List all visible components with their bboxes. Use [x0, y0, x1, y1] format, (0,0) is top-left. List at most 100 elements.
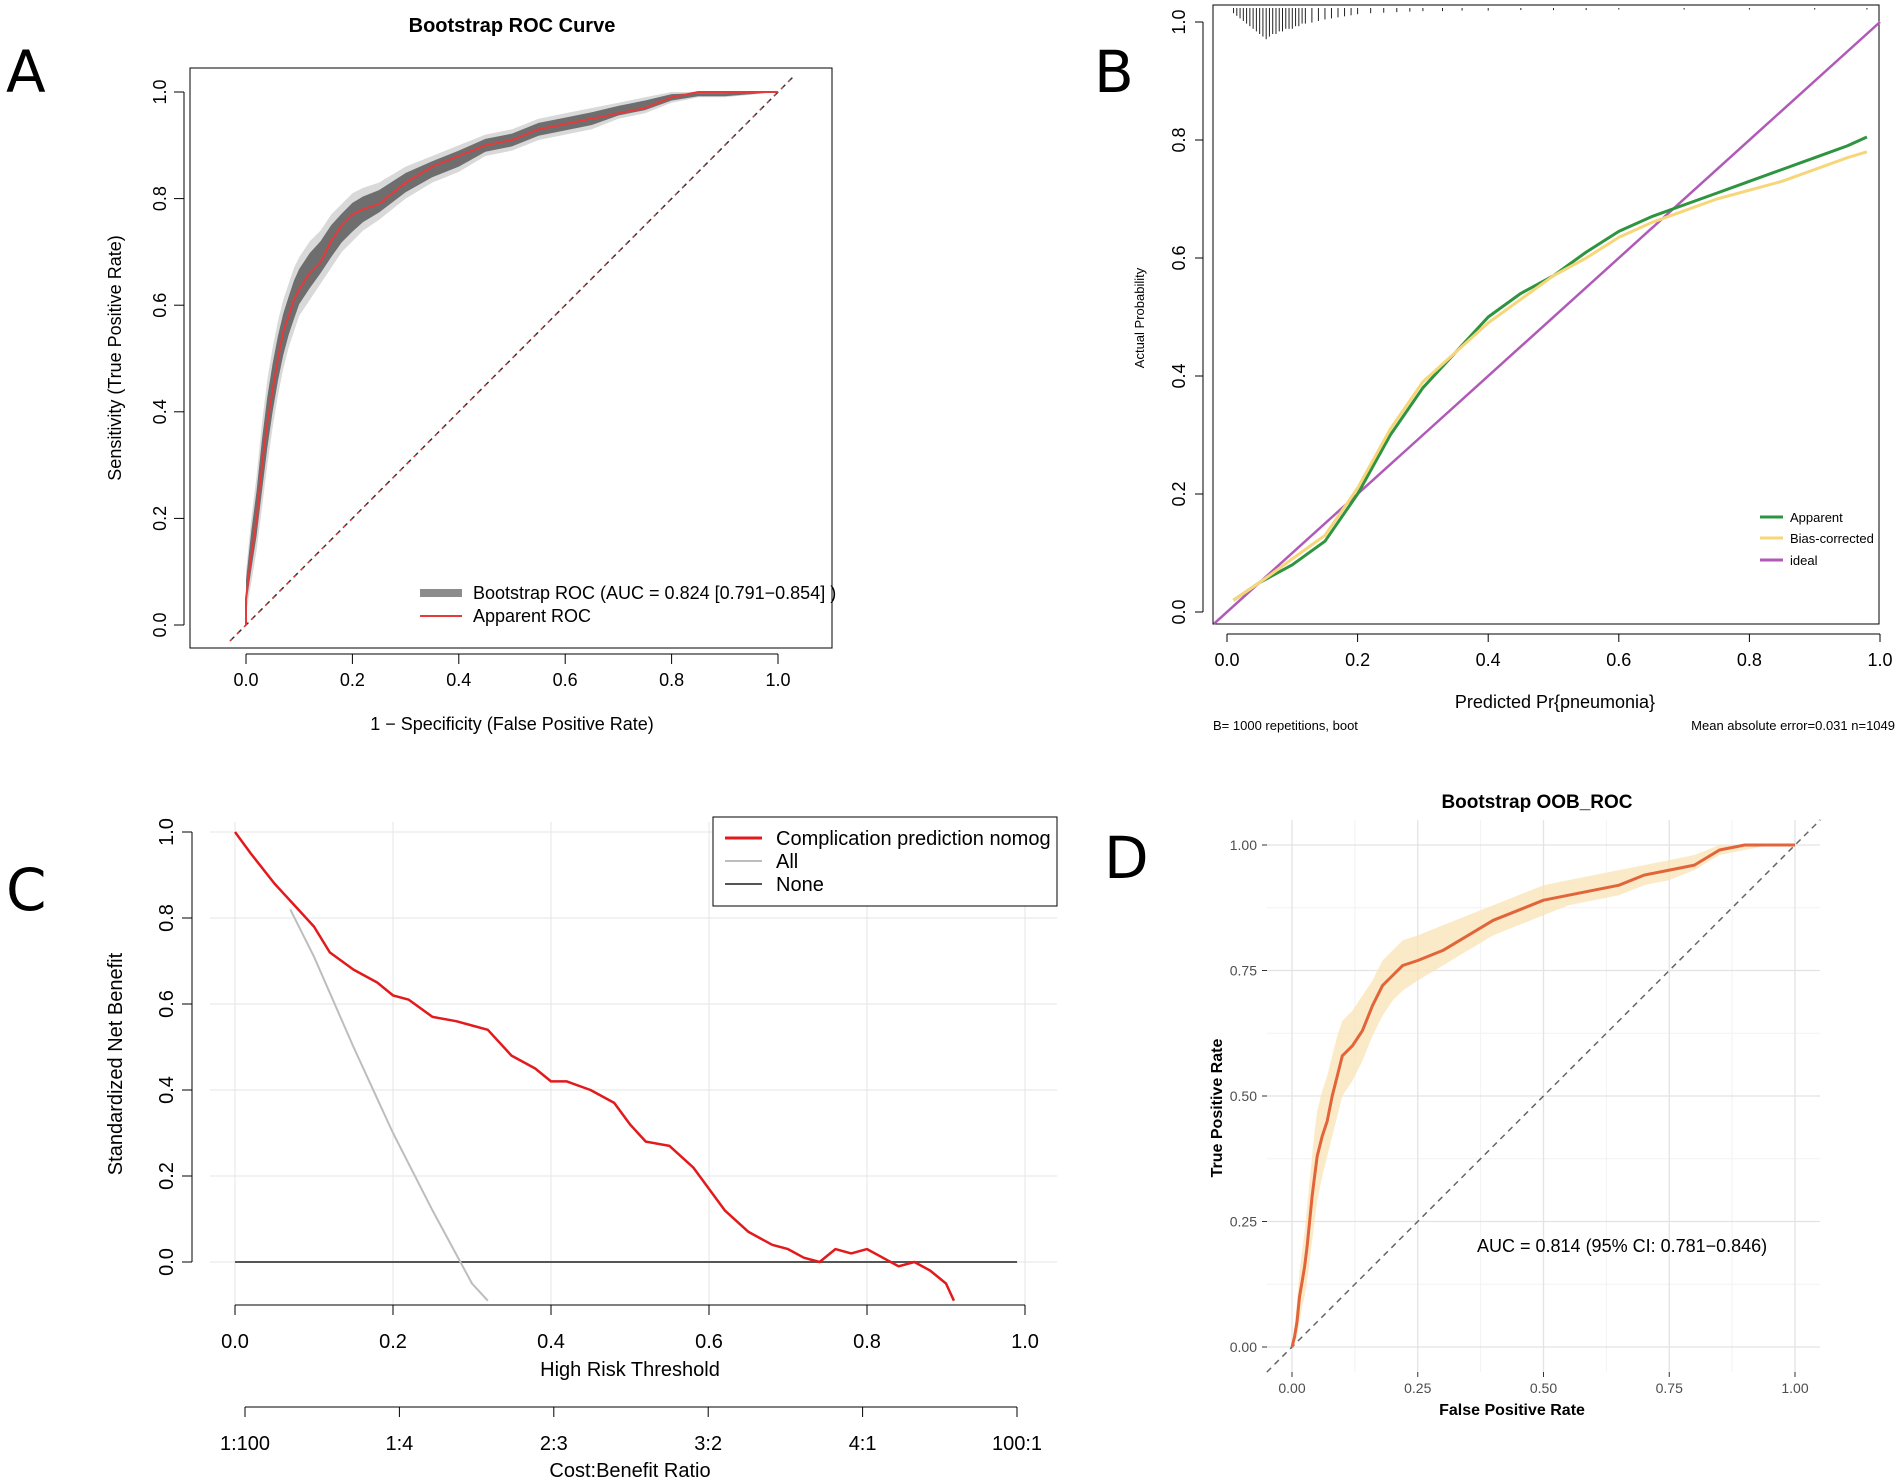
panel-d-y-tick-label: 1.00	[1230, 837, 1257, 853]
panel-d-x-tick-label: 0.50	[1530, 1380, 1557, 1396]
panel-b-x-tick-label: 0.4	[1476, 650, 1501, 670]
panel-b-x-tick-label: 0.0	[1214, 650, 1239, 670]
panel-a-x-label: 1 − Specificity (False Positive Rate)	[370, 714, 654, 734]
panel-a-x-tick-label: 0.8	[659, 670, 684, 690]
panel-d-y-tick-label: 0.25	[1230, 1214, 1257, 1230]
panel-b-y-tick-label: 0.0	[1169, 599, 1189, 624]
panel-c-y-tick-label: 0.0	[156, 1248, 178, 1276]
panel-c-x-tick-label: 0.6	[695, 1331, 723, 1353]
panel-c-legend-box	[712, 816, 1058, 907]
panel-a-plot-box	[189, 67, 833, 649]
panel-c-cost-benefit-tick-label: 4:1	[849, 1433, 877, 1455]
panel-b-lines-group	[1213, 21, 1881, 625]
panel-d-ci-band-group	[1292, 845, 1795, 1347]
panel-c-legend-nomogram: Complication prediction nomog	[776, 828, 1051, 850]
panel-a-x-tick-label: 0.0	[233, 670, 258, 690]
panel-d-oob-roc-line	[1290, 843, 1795, 1348]
panel-c-y-tick-label: 0.2	[156, 1162, 178, 1190]
panel-c-y-tick-label: 0.4	[156, 1076, 178, 1104]
panel-c-x-axis: 0.0 0.2 0.4 0.6 0.8 1.0	[221, 1304, 1039, 1353]
panel-a-legend-bootstrap: Bootstrap ROC (AUC = 0.824 [0.791−0.854]…	[473, 583, 836, 603]
panel-d-ci-band	[1292, 845, 1795, 1347]
panel-c-y-tick-label: 0.8	[156, 904, 178, 932]
panel-a-y-axis: 0.0 0.2 0.4 0.6 0.8 1.0	[150, 79, 185, 638]
panel-b-y-axis: 0.0 0.2 0.4 0.6 0.8 1.0	[1169, 9, 1204, 625]
panel-a-y-tick-label: 0.4	[150, 399, 170, 424]
panel-a-y-tick-label: 0.8	[150, 186, 170, 211]
panel-b-x-axis: 0.0 0.2 0.4 0.6 0.8 1.0	[1214, 633, 1893, 670]
panel-b-x-tick-label: 0.2	[1345, 650, 1370, 670]
panel-c-x-label: High Risk Threshold	[540, 1359, 720, 1381]
panel-d-y-tick-label: 0.75	[1230, 963, 1257, 979]
panel-c-all-line	[289, 908, 489, 1302]
panel-a-x-axis: 0.0 0.2 0.4 0.6 0.8 1.0	[233, 653, 791, 690]
panel-c-legend-all: All	[776, 851, 798, 873]
panel-d-x-label: False Positive Rate	[1439, 1402, 1585, 1419]
panel-b-x-tick-label: 0.6	[1606, 650, 1631, 670]
panel-c-cost-benefit-label: Cost:Benefit Ratio	[549, 1460, 710, 1482]
panel-b-legend-ideal: ideal	[1790, 553, 1818, 568]
panel-b-footnote-left: B= 1000 repetitions, boot	[1213, 718, 1358, 733]
panel-d-x-tick-label: 1.00	[1781, 1380, 1808, 1396]
panel-letter-a: A	[6, 38, 46, 106]
panel-a-y-tick-label: 0.2	[150, 506, 170, 531]
panel-b-y-tick-label: 0.6	[1169, 245, 1189, 270]
panel-c-cost-benefit-axis: 1:100 1:4 2:3 3:2 4:1 100:1	[220, 1406, 1042, 1455]
panel-b-plot-box	[1212, 4, 1880, 625]
panel-b-calibration: 0.0 0.2 0.4 0.6 0.8 1.0 0.0 0.2 0.4 0.6 0.8 1.0 Pr…	[1132, 4, 1895, 733]
panel-c-lines-group	[233, 831, 1018, 1302]
panel-c-nomogram-line	[233, 831, 956, 1302]
panel-d-title: Bootstrap OOB_ROC	[1441, 792, 1632, 813]
panel-a-x-tick-label: 0.4	[446, 670, 471, 690]
panel-b-y-label: Actual Probability	[1132, 267, 1147, 368]
panel-c-y-label: Standardized Net Benefit	[105, 952, 127, 1175]
panel-b-legend-apparent: Apparent	[1790, 510, 1843, 525]
panel-c-legend-none: None	[776, 874, 824, 896]
panel-b-bias-corrected-line	[1232, 150, 1868, 602]
panel-a-x-tick-label: 1.0	[765, 670, 790, 690]
panel-b-footnote-right: Mean absolute error=0.031 n=1049	[1691, 718, 1895, 733]
panel-b-y-tick-label: 1.0	[1169, 9, 1189, 34]
panel-letter-c: C	[6, 856, 47, 924]
panel-c-cost-benefit-tick-label: 3:2	[694, 1433, 722, 1455]
panel-b-x-label: Predicted Pr{pneumonia}	[1455, 692, 1655, 712]
panel-c-cost-benefit-tick-label: 2:3	[540, 1433, 568, 1455]
panel-d-lines-group	[1266, 819, 1821, 1373]
panel-b-y-tick-label: 0.2	[1169, 481, 1189, 506]
panel-c-x-tick-label: 0.4	[537, 1331, 565, 1353]
panel-c-y-tick-label: 1.0	[156, 818, 178, 846]
panel-letter-d: D	[1104, 824, 1149, 892]
panel-c-decision-curve: 0.0 0.2 0.4 0.6 0.8 1.0 0.0 0.2 0.4 0.6 0.8 1.0 1:…	[105, 816, 1058, 1482]
panel-a-bootstrap-roc: Bootstrap ROC Curve 0.0 0.2 0.4 0.6 0.8 1.0 0…	[105, 15, 836, 734]
panel-d-x-tick-label: 0.00	[1278, 1380, 1305, 1396]
panel-c-cost-benefit-tick-label: 100:1	[992, 1433, 1042, 1455]
panel-d-y-tick-label: 0.50	[1230, 1088, 1257, 1104]
panel-a-y-label: Sensitivity (True Positive Rate)	[105, 235, 125, 480]
panel-d-y-axis: 0.00 0.25 0.50 0.75 1.00	[1230, 837, 1267, 1355]
panel-a-y-tick-label: 0.6	[150, 293, 170, 318]
panel-d-y-label: True Positive Rate	[1209, 1039, 1226, 1178]
panel-b-y-tick-label: 0.8	[1169, 127, 1189, 152]
panel-c-x-tick-label: 0.2	[379, 1331, 407, 1353]
panel-a-x-tick-label: 0.6	[553, 670, 578, 690]
panel-a-reference-line	[229, 75, 795, 642]
panel-c-y-axis: 0.0 0.2 0.4 0.6 0.8 1.0	[156, 818, 193, 1276]
panel-c-y-tick-label: 0.6	[156, 990, 178, 1018]
panel-c-cost-benefit-tick-label: 1:100	[220, 1433, 270, 1455]
panel-b-y-tick-label: 0.4	[1169, 363, 1189, 388]
panel-letter-b: B	[1094, 38, 1134, 106]
panel-a-y-tick-label: 0.0	[150, 612, 170, 637]
panel-d-auc-annotation: AUC = 0.814 (95% CI: 0.781−0.846)	[1477, 1236, 1767, 1256]
panel-b-x-tick-label: 0.8	[1737, 650, 1762, 670]
panel-a-x-tick-label: 0.2	[340, 670, 365, 690]
panel-d-x-axis: 0.00 0.25 0.50 0.75 1.00	[1278, 1372, 1809, 1396]
panel-a-title: Bootstrap ROC Curve	[409, 15, 616, 37]
panel-d-x-tick-label: 0.75	[1656, 1380, 1683, 1396]
panel-d-y-tick-label: 0.00	[1230, 1339, 1257, 1355]
panel-a-apparent-roc-line	[245, 91, 778, 625]
panel-c-x-tick-label: 0.0	[221, 1331, 249, 1353]
panel-d-x-tick-label: 0.25	[1404, 1380, 1431, 1396]
panel-b-x-tick-label: 1.0	[1867, 650, 1892, 670]
panel-a-lines-group	[229, 75, 795, 642]
panel-b-legend-bias-corrected: Bias-corrected	[1790, 531, 1874, 546]
